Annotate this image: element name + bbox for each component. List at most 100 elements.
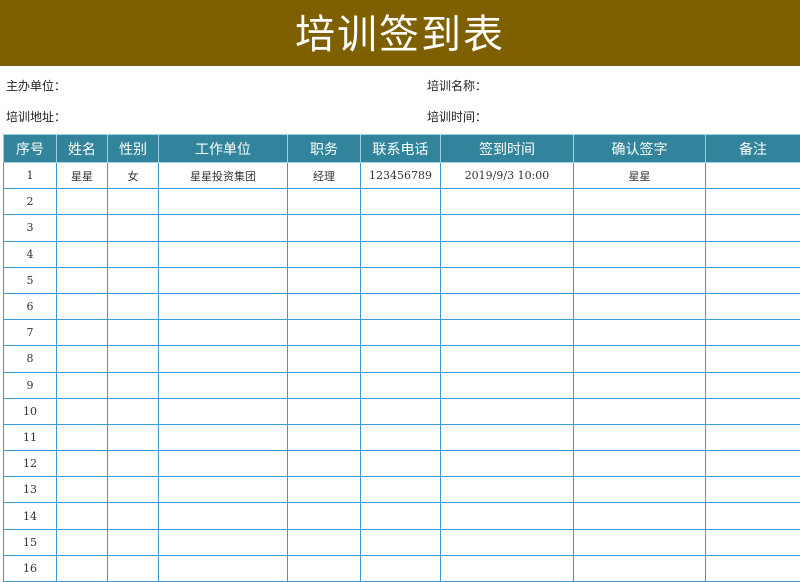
table-cell[interactable]: [440, 266, 574, 294]
table-cell[interactable]: [573, 371, 706, 399]
table-cell[interactable]: [287, 476, 361, 504]
table-cell[interactable]: [360, 319, 441, 347]
table-cell[interactable]: [107, 345, 159, 373]
table-cell[interactable]: 10: [3, 397, 57, 425]
table-cell[interactable]: [158, 397, 288, 425]
table-cell[interactable]: [360, 240, 441, 268]
table-cell[interactable]: [705, 423, 800, 452]
table-cell[interactable]: [440, 188, 574, 216]
table-cell[interactable]: [573, 476, 706, 504]
table-cell[interactable]: [287, 188, 361, 216]
table-cell[interactable]: [56, 292, 108, 321]
table-cell[interactable]: [573, 292, 706, 321]
table-cell[interactable]: [360, 188, 441, 216]
table-cell[interactable]: [573, 188, 706, 216]
table-cell[interactable]: [158, 188, 288, 216]
table-cell[interactable]: [705, 450, 800, 478]
table-cell[interactable]: [705, 502, 800, 530]
table-cell[interactable]: 13: [3, 476, 57, 504]
table-cell[interactable]: 6: [3, 292, 57, 321]
table-cell[interactable]: [573, 266, 706, 294]
table-cell[interactable]: [360, 371, 441, 399]
table-cell[interactable]: [56, 266, 108, 294]
table-cell[interactable]: [705, 188, 800, 216]
table-cell[interactable]: 星星投资集团: [158, 161, 288, 190]
table-cell[interactable]: [158, 266, 288, 294]
table-cell[interactable]: 1: [3, 161, 57, 190]
table-cell[interactable]: [360, 397, 441, 425]
table-cell[interactable]: [158, 345, 288, 373]
table-cell[interactable]: [573, 502, 706, 530]
table-cell[interactable]: [705, 266, 800, 294]
table-cell[interactable]: [107, 450, 159, 478]
table-cell[interactable]: [360, 345, 441, 373]
table-cell[interactable]: [56, 240, 108, 268]
table-cell[interactable]: [440, 554, 574, 582]
table-cell[interactable]: 11: [3, 423, 57, 452]
table-cell[interactable]: [573, 240, 706, 268]
table-cell[interactable]: [573, 528, 706, 556]
table-cell[interactable]: [705, 345, 800, 373]
table-cell[interactable]: [360, 502, 441, 530]
table-cell[interactable]: [573, 423, 706, 452]
table-cell[interactable]: [440, 371, 574, 399]
table-cell[interactable]: [287, 423, 361, 452]
table-cell[interactable]: [158, 319, 288, 347]
table-cell[interactable]: [360, 554, 441, 582]
table-cell[interactable]: [56, 397, 108, 425]
table-cell[interactable]: [107, 502, 159, 530]
table-cell[interactable]: [360, 423, 441, 452]
table-cell[interactable]: [287, 266, 361, 294]
table-cell[interactable]: [56, 371, 108, 399]
table-cell[interactable]: 12: [3, 450, 57, 478]
table-cell[interactable]: [56, 423, 108, 452]
table-cell[interactable]: [107, 266, 159, 294]
table-cell[interactable]: [287, 214, 361, 242]
table-cell[interactable]: [705, 319, 800, 347]
table-cell[interactable]: [107, 554, 159, 582]
table-cell[interactable]: [440, 450, 574, 478]
table-cell[interactable]: [107, 240, 159, 268]
table-cell[interactable]: [56, 450, 108, 478]
table-cell[interactable]: [56, 188, 108, 216]
table-cell[interactable]: [287, 450, 361, 478]
table-cell[interactable]: 2019/9/3 10:00: [440, 161, 574, 190]
table-cell[interactable]: [440, 345, 574, 373]
table-cell[interactable]: [573, 319, 706, 347]
table-cell[interactable]: [287, 240, 361, 268]
table-cell[interactable]: [56, 476, 108, 504]
table-cell[interactable]: [287, 528, 361, 556]
table-cell[interactable]: [107, 188, 159, 216]
table-cell[interactable]: 14: [3, 502, 57, 530]
table-cell[interactable]: [360, 528, 441, 556]
table-cell[interactable]: [287, 502, 361, 530]
table-cell[interactable]: [705, 528, 800, 556]
table-cell[interactable]: [440, 292, 574, 321]
table-cell[interactable]: [158, 371, 288, 399]
table-cell[interactable]: [440, 397, 574, 425]
table-cell[interactable]: [360, 292, 441, 321]
table-cell[interactable]: [107, 319, 159, 347]
table-cell[interactable]: [107, 476, 159, 504]
table-cell[interactable]: [158, 423, 288, 452]
table-cell[interactable]: [705, 292, 800, 321]
table-cell[interactable]: [705, 214, 800, 242]
table-cell[interactable]: [56, 502, 108, 530]
table-cell[interactable]: [705, 371, 800, 399]
table-cell[interactable]: [56, 319, 108, 347]
table-cell[interactable]: [158, 292, 288, 321]
table-cell[interactable]: [107, 423, 159, 452]
table-cell[interactable]: [287, 345, 361, 373]
table-cell[interactable]: [360, 214, 441, 242]
table-cell[interactable]: [287, 319, 361, 347]
table-cell[interactable]: [360, 266, 441, 294]
table-cell[interactable]: [56, 214, 108, 242]
table-cell[interactable]: 4: [3, 240, 57, 268]
table-cell[interactable]: [440, 502, 574, 530]
table-cell[interactable]: 123456789: [360, 161, 441, 190]
table-cell[interactable]: [158, 476, 288, 504]
table-cell[interactable]: [705, 397, 800, 425]
table-cell[interactable]: [287, 554, 361, 582]
table-cell[interactable]: 女: [107, 161, 159, 190]
table-cell[interactable]: [56, 528, 108, 556]
